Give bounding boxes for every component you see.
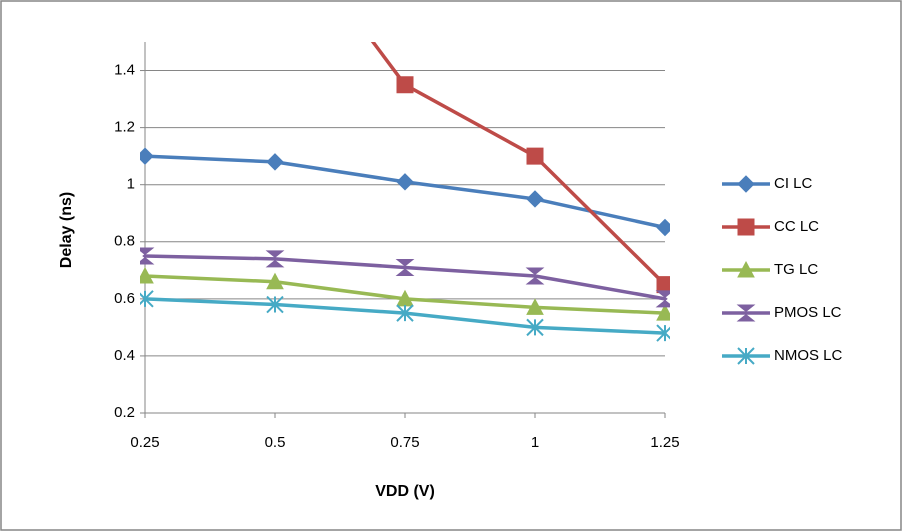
marker bbox=[526, 298, 544, 315]
marker bbox=[395, 258, 415, 276]
y-tick-label: 1 bbox=[127, 176, 135, 193]
y-tick-label: 0.6 bbox=[114, 290, 135, 307]
legend: CI LC CC LC TG LC PMOS LC NMOS LC bbox=[722, 175, 843, 365]
marker bbox=[140, 266, 154, 284]
marker bbox=[140, 290, 154, 308]
marker bbox=[526, 318, 544, 337]
marker bbox=[266, 272, 284, 290]
marker bbox=[396, 173, 414, 191]
marker bbox=[736, 304, 756, 322]
x-tick-label: 0.75 bbox=[390, 434, 419, 451]
marker bbox=[526, 147, 544, 165]
y-tick-label: 0.2 bbox=[114, 404, 135, 421]
x-axis-title: VDD (V) bbox=[375, 483, 435, 500]
legend-label: PMOS LC bbox=[774, 304, 842, 321]
x-tick-label: 0.5 bbox=[265, 434, 286, 451]
marker bbox=[656, 276, 670, 294]
line bbox=[370, 42, 667, 286]
marker bbox=[526, 190, 544, 208]
y-tick-label: 0.8 bbox=[114, 233, 135, 250]
y-axis-title: Delay (ns) bbox=[58, 192, 75, 268]
marker bbox=[266, 153, 284, 171]
marker bbox=[396, 76, 414, 94]
marker bbox=[737, 175, 755, 193]
marker bbox=[265, 250, 285, 268]
x-tick-label: 1 bbox=[531, 434, 539, 451]
x-tick-label: 0.25 bbox=[130, 434, 159, 451]
y-tick-label: 1.4 bbox=[114, 62, 135, 79]
y-tick-label: 1.2 bbox=[114, 119, 135, 136]
x-tick-label: 1.25 bbox=[650, 434, 679, 451]
marker bbox=[737, 260, 755, 278]
legend-label: TG LC bbox=[774, 261, 818, 278]
marker bbox=[525, 267, 545, 285]
marker bbox=[737, 347, 755, 365]
marker bbox=[656, 218, 670, 237]
legend-label: CI LC bbox=[774, 175, 813, 192]
legend-label: NMOS LC bbox=[774, 347, 843, 364]
legend-label: CC LC bbox=[774, 218, 819, 235]
marker bbox=[656, 324, 670, 342]
marker bbox=[656, 304, 670, 321]
marker bbox=[266, 295, 284, 314]
marker bbox=[737, 218, 755, 236]
plot-area bbox=[140, 42, 670, 342]
marker bbox=[140, 147, 154, 165]
marker bbox=[396, 304, 414, 322]
marker bbox=[140, 247, 155, 265]
y-tick-label: 0.4 bbox=[114, 347, 135, 364]
marker bbox=[655, 290, 670, 308]
